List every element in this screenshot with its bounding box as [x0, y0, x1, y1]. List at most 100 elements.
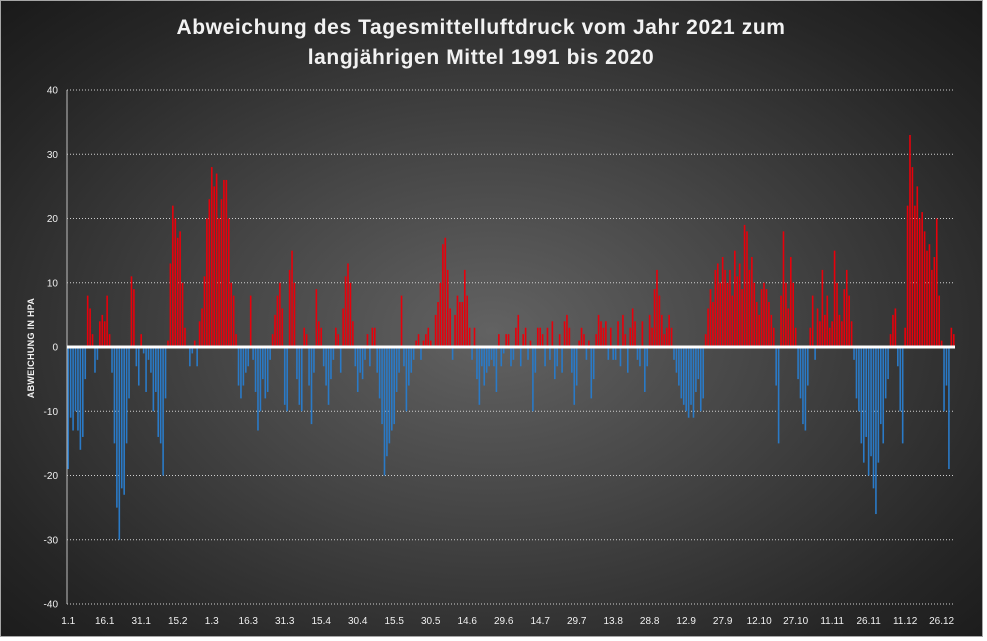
bar [347, 263, 349, 347]
bar [809, 328, 811, 347]
bar [846, 270, 848, 347]
bar [727, 283, 729, 347]
bar [702, 347, 704, 398]
bar [94, 347, 96, 373]
bar [608, 347, 610, 360]
bar [466, 296, 468, 347]
bar [476, 347, 478, 379]
bar [92, 334, 94, 347]
bar [393, 347, 395, 424]
bar [914, 206, 916, 347]
bar [824, 315, 826, 347]
x-tick-label: 12.10 [747, 616, 772, 627]
bar [715, 270, 717, 347]
bar [649, 315, 651, 347]
bar [352, 321, 354, 347]
bar [80, 347, 82, 450]
bar [926, 251, 928, 347]
bar [84, 347, 86, 379]
x-tick-label: 11.11 [820, 616, 844, 627]
y-tick-label: -30 [44, 535, 59, 546]
bar [841, 321, 843, 347]
bar [160, 347, 162, 443]
bar [790, 257, 792, 347]
bar [155, 347, 157, 392]
bar [391, 347, 393, 431]
bar [182, 283, 184, 347]
bar [384, 347, 386, 476]
x-tick-label: 13.8 [603, 616, 623, 627]
x-tick-label: 27.9 [713, 616, 733, 627]
bar [668, 315, 670, 347]
bar [245, 347, 247, 373]
bar [177, 238, 179, 347]
bar [325, 347, 327, 386]
bar [632, 308, 634, 347]
bar [104, 321, 106, 347]
bar [442, 244, 444, 347]
bar [722, 257, 724, 347]
bar [603, 328, 605, 347]
bar [335, 328, 337, 347]
bar [238, 347, 240, 386]
bar [500, 347, 502, 366]
bar [403, 347, 405, 366]
bar [206, 219, 208, 348]
bar [583, 334, 585, 347]
bar [912, 167, 914, 347]
bar [372, 328, 374, 347]
bar [819, 321, 821, 347]
bar [681, 347, 683, 398]
bar [106, 296, 108, 347]
bar [943, 347, 945, 411]
bar [301, 347, 303, 411]
bar [778, 347, 780, 443]
bar [683, 347, 685, 405]
bar [834, 251, 836, 347]
bar [870, 347, 872, 456]
bar [204, 276, 206, 347]
bar [590, 347, 592, 398]
bar [612, 347, 614, 360]
bar [887, 347, 889, 379]
x-tick-label: 26.12 [929, 616, 954, 627]
bar [627, 347, 629, 373]
bar [693, 347, 695, 418]
bar [136, 347, 138, 366]
bar [357, 347, 359, 392]
bar [651, 328, 653, 347]
bar [296, 347, 298, 379]
y-tick-label: 20 [47, 214, 59, 225]
bar [201, 308, 203, 347]
bar [279, 283, 281, 347]
bar [856, 347, 858, 398]
bar [916, 186, 918, 347]
bar [342, 308, 344, 347]
bar [362, 347, 364, 379]
bar [306, 334, 308, 347]
bar [119, 347, 121, 540]
bar [218, 219, 220, 348]
bar [179, 231, 181, 347]
bar [226, 180, 228, 347]
bar [410, 347, 412, 373]
bar [552, 321, 554, 347]
bar [262, 347, 264, 379]
bar [739, 263, 741, 347]
bar [320, 328, 322, 347]
bar [252, 347, 254, 360]
bar [904, 328, 906, 347]
bar [637, 347, 639, 360]
bar [355, 347, 357, 366]
bar [656, 270, 658, 347]
bar [379, 347, 381, 398]
bar [571, 347, 573, 373]
x-tick-label: 31.1 [131, 616, 151, 627]
bar [897, 347, 899, 366]
bar [948, 347, 950, 469]
x-tick-label: 11.12 [893, 616, 918, 627]
bar [289, 270, 291, 347]
bar [221, 199, 223, 347]
bar [805, 347, 807, 431]
bar [481, 347, 483, 366]
